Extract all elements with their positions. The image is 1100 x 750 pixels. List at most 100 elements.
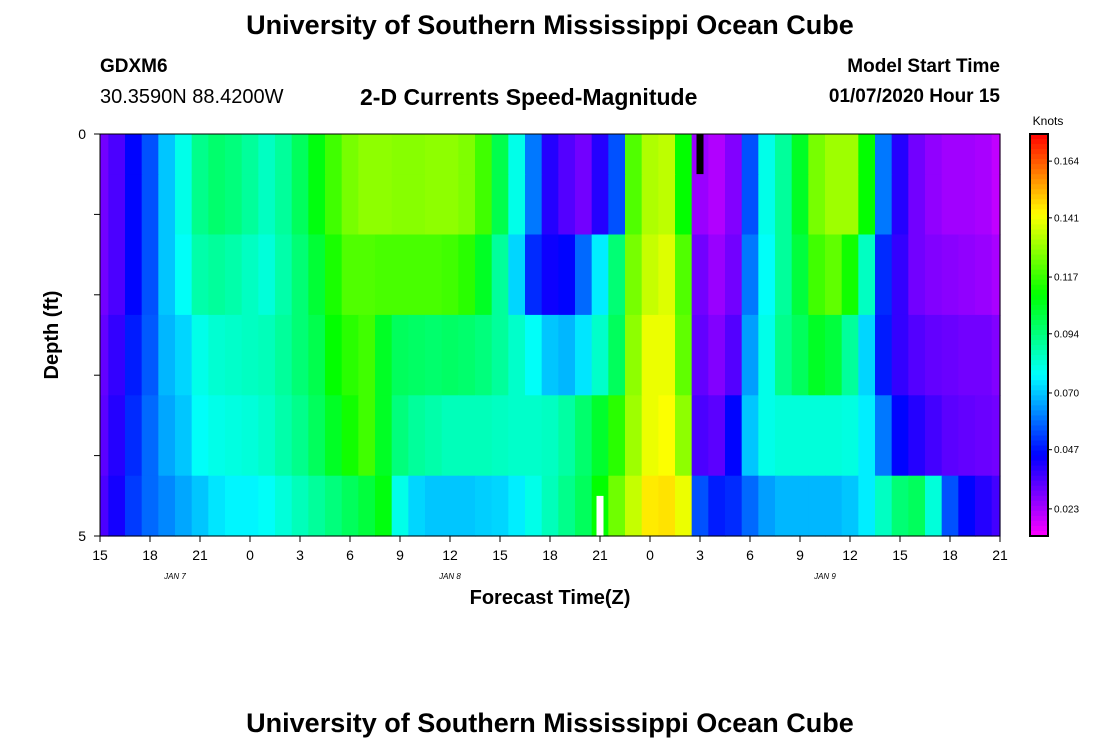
heatmap-cell [308, 134, 326, 175]
heatmap-cell [591, 174, 609, 236]
date-label: JAN 8 [438, 572, 461, 581]
y-tick-label: 5 [78, 528, 86, 544]
colorbar-segment [1030, 355, 1048, 361]
heatmap-cell [241, 395, 259, 477]
heatmap-cell [875, 134, 893, 175]
heatmap-cell [258, 314, 276, 396]
x-axis: 15 18 21 0 3 6 9 12 15 18 21 0 3 6 9 12 15 18 21 JAN 7 JAN 8… [92, 536, 1008, 581]
heatmap-cell [708, 234, 726, 316]
heatmap-cell [508, 234, 526, 316]
heatmap-cell [275, 234, 293, 316]
colorbar-segment [1030, 385, 1048, 391]
colorbar-segment [1030, 390, 1048, 396]
heatmap-cell [725, 234, 743, 316]
colorbar: 0.164 0.141 0.117 0.094 0.070 0.047 0.023 [1029, 133, 1079, 537]
heatmap-cell [808, 475, 826, 537]
colorbar-segment [1030, 450, 1048, 457]
heatmap-cell [458, 314, 476, 396]
heatmap-cell [625, 395, 643, 477]
heatmap-cell [158, 234, 176, 316]
heatmap-cell [275, 134, 293, 175]
x-tick-label: 21 [592, 547, 608, 563]
x-tick-label: 15 [492, 547, 508, 563]
colorbar-segment [1030, 219, 1048, 226]
heatmap-cell [425, 475, 443, 537]
heatmap-cell [125, 234, 143, 316]
heatmap-cell [475, 134, 493, 175]
heatmap-cell [208, 134, 226, 175]
heatmap-cell [575, 475, 593, 537]
heatmap-cell [191, 134, 209, 175]
heatmap-cell [608, 395, 626, 477]
heatmap-cell [141, 174, 159, 236]
x-tick-label: 18 [542, 547, 558, 563]
heatmap-cell [608, 174, 626, 236]
heatmap-cell [591, 234, 609, 316]
heatmap-cell [775, 174, 793, 236]
colorbar-segment [1030, 164, 1048, 170]
heatmap-cell [275, 314, 293, 396]
heatmap-cell [908, 475, 926, 537]
colorbar-segment [1030, 189, 1048, 195]
colorbar-segment [1030, 224, 1048, 231]
heatmap-cell [475, 314, 493, 396]
heatmap-cell [408, 174, 426, 236]
heatmap-cell [575, 395, 593, 477]
heatmap-cell [408, 475, 426, 537]
heatmap-cell [575, 314, 593, 396]
heatmap-cell [225, 314, 243, 396]
y-axis-label: Depth (ft) [41, 291, 63, 380]
heatmap-cell [825, 134, 843, 175]
heatmap-cell [758, 234, 776, 316]
heatmap-cell [191, 174, 209, 236]
plot-title: 2-D Currents Speed-Magnitude [360, 84, 698, 110]
colorbar-tick-label: 0.117 [1054, 273, 1079, 284]
heatmap-cell [608, 475, 626, 537]
heatmap-cell [708, 395, 726, 477]
heatmap-cell [208, 475, 226, 537]
heatmap-cell [958, 314, 976, 396]
x-tick-label: 15 [92, 547, 108, 563]
heatmap-cell [241, 314, 259, 396]
colorbar-segment [1030, 395, 1048, 401]
heatmap-cell [208, 234, 226, 316]
colorbar-segment [1030, 269, 1048, 276]
heatmap-cell [258, 234, 276, 316]
heatmap-cell [375, 134, 393, 175]
colorbar-segment [1030, 194, 1048, 200]
heatmap-cell [541, 395, 559, 477]
heatmap-cell [491, 174, 509, 236]
heatmap-cell [791, 174, 809, 236]
heatmap-cell [100, 314, 109, 396]
footer-title: University of Southern Mississippi Ocean… [246, 708, 854, 738]
heatmap-cell [441, 395, 459, 477]
heatmap-cell [875, 314, 893, 396]
heatmap-cell [108, 475, 126, 537]
heatmap-cell [191, 234, 209, 316]
heatmap-cell [691, 395, 709, 477]
heatmap-cell [658, 475, 676, 537]
heatmap-cell [225, 475, 243, 537]
heatmap-cell [408, 314, 426, 396]
heatmap-cell [291, 234, 309, 316]
heatmap-cell [241, 475, 259, 537]
heatmap-cell [858, 475, 876, 537]
heatmap-cell [908, 234, 926, 316]
heatmap-cell [258, 174, 276, 236]
colorbar-segment [1030, 430, 1048, 437]
x-tick-label: 15 [892, 547, 908, 563]
heatmap-cell [558, 475, 576, 537]
heatmap-cell [858, 134, 876, 175]
colorbar-segment [1030, 510, 1048, 517]
colorbar-segment [1030, 234, 1048, 241]
heatmap-cell [691, 475, 709, 537]
heatmap-cell [675, 234, 693, 316]
heatmap-cell [608, 134, 626, 175]
colorbar-segment [1030, 435, 1048, 442]
heatmap-cell [625, 134, 643, 175]
heatmap-cell [641, 234, 659, 316]
heatmap-cell [975, 134, 993, 175]
heatmap-cell [725, 134, 743, 175]
heatmap-cell [858, 395, 876, 477]
colorbar-segment [1030, 380, 1048, 386]
